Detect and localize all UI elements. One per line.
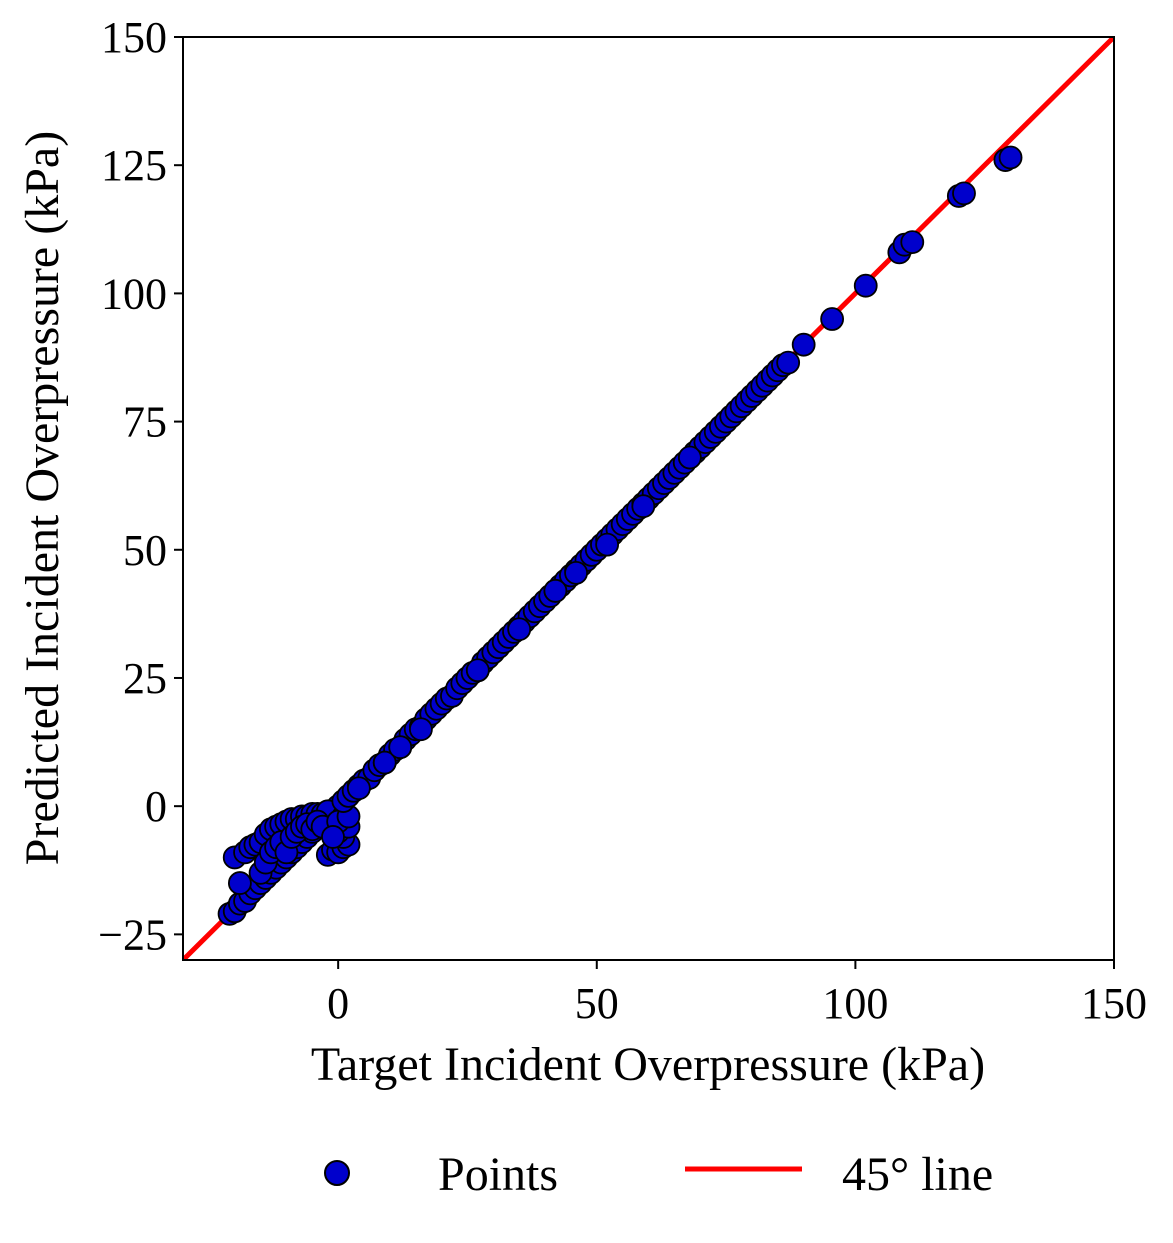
data-point bbox=[631, 494, 656, 519]
y-tick-label: 25 bbox=[123, 654, 167, 703]
x-tick-label: 150 bbox=[1081, 979, 1147, 1028]
y-tick-label: 150 bbox=[101, 13, 167, 62]
data-point bbox=[543, 578, 568, 603]
y-axis-label: Predicted Incident Overpressure (kPa) bbox=[16, 131, 69, 865]
data-point bbox=[388, 735, 413, 760]
plot-clip-group bbox=[183, 37, 1114, 960]
y-tick-label: 75 bbox=[123, 398, 167, 447]
data-point bbox=[346, 776, 371, 801]
legend-marker-points bbox=[324, 1160, 350, 1186]
data-point bbox=[677, 445, 702, 470]
x-tick-label: 0 bbox=[327, 979, 349, 1028]
y-tick-label: −25 bbox=[98, 910, 167, 959]
data-point bbox=[776, 350, 801, 375]
data-point bbox=[998, 145, 1023, 170]
x-tick-label: 50 bbox=[575, 979, 619, 1028]
plot-area bbox=[183, 37, 1114, 960]
legend: Points 45° line bbox=[324, 1148, 993, 1201]
data-point bbox=[952, 181, 976, 206]
data-point bbox=[409, 717, 433, 742]
legend-label-points: Points bbox=[438, 1148, 558, 1201]
data-point bbox=[507, 617, 532, 642]
x-tick-label: 100 bbox=[822, 979, 888, 1028]
data-point bbox=[227, 871, 252, 895]
data-point bbox=[853, 273, 878, 298]
y-tick-label: 0 bbox=[145, 782, 167, 831]
y-tick-label: 50 bbox=[123, 526, 167, 575]
data-point bbox=[372, 750, 397, 775]
data-point bbox=[791, 332, 816, 357]
y-tick-label: 125 bbox=[101, 141, 167, 190]
legend-label-45deg: 45° line bbox=[842, 1148, 993, 1201]
data-point bbox=[900, 230, 925, 255]
data-point bbox=[820, 307, 845, 331]
data-point bbox=[321, 825, 345, 849]
axes: 0 50 100 150 −25 0 25 50 75 100 125 150 bbox=[98, 13, 1147, 1028]
data-point bbox=[564, 560, 588, 585]
axes-frame bbox=[182, 36, 1115, 961]
x-axis-label: Target Incident Overpressure (kPa) bbox=[311, 1038, 985, 1091]
data-point bbox=[465, 658, 490, 683]
y-tick-label: 100 bbox=[101, 269, 167, 318]
data-point bbox=[595, 532, 620, 557]
